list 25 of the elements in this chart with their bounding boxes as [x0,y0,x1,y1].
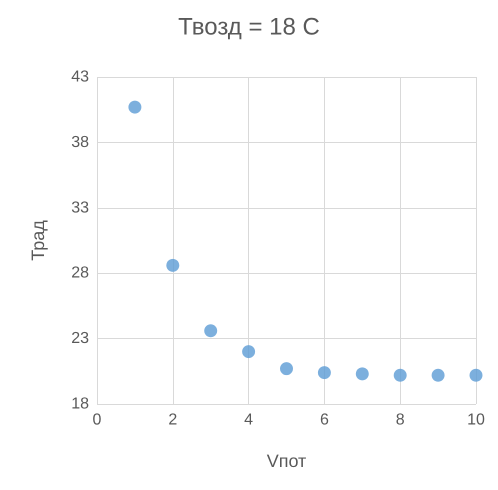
point [280,362,293,376]
point [204,324,218,338]
y-tick-label: 43 [71,68,90,86]
x-tick-label: 0 [92,412,102,428]
y-tick-label: 28 [71,264,90,282]
x-tick-label: 4 [244,412,254,428]
x-tick-label: 6 [320,412,329,428]
y-tick-label: 33 [71,199,90,216]
y-tick-label: 23 [71,330,90,348]
point [242,345,256,358]
point [128,100,142,114]
point [394,368,407,382]
point [318,366,331,380]
y-axis-title: Трад [28,220,48,261]
point [356,367,369,380]
point [166,258,180,272]
point [470,368,482,382]
x-tick-label: 10 [467,412,485,428]
x-tick-label: 2 [168,412,178,428]
x-tick-label: 8 [396,412,405,428]
x-axis-title: Vпот [266,451,306,471]
y-tick-label: 38 [71,134,90,151]
chart-title: Твозд = 18 С [178,14,320,40]
y-tick-label: 18 [71,396,90,412]
point [432,368,445,382]
